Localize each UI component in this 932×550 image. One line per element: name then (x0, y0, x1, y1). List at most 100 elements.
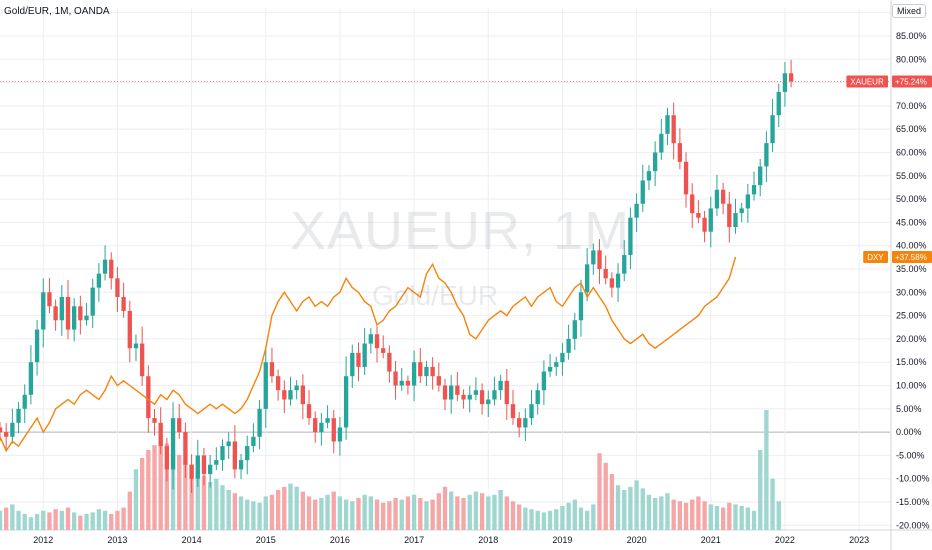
candle-body (665, 115, 670, 134)
candle-body (183, 432, 188, 465)
candle-body (578, 292, 584, 321)
volume-bar (492, 494, 497, 530)
candle-body (238, 460, 244, 470)
candle-body (269, 362, 275, 377)
volume-bar (319, 498, 324, 530)
volume-bar (659, 496, 664, 530)
price-badge-dxy: DXY +37.58% (863, 250, 932, 263)
volume-bar (683, 502, 689, 530)
volume-bar (486, 496, 491, 530)
x-tick-label: 2013 (107, 535, 127, 545)
volume-bar (269, 494, 275, 530)
candle-body (251, 436, 256, 447)
price-badge-xaueur: XAUEUR +75.24% (846, 75, 932, 88)
candle-body (78, 306, 83, 321)
candle-body (152, 418, 157, 423)
candle-body (220, 446, 225, 461)
candle-body (659, 133, 664, 153)
candle-body (177, 418, 182, 433)
candle-body (65, 296, 71, 330)
volume-bar (22, 514, 27, 530)
candle-body (486, 399, 491, 405)
candle-body (133, 343, 139, 349)
candle-body (758, 166, 763, 186)
badge-value: +37.58% (895, 253, 927, 262)
volume-bar (517, 504, 522, 530)
candle-body (275, 376, 281, 391)
candle-body (47, 292, 52, 307)
candle-body (739, 208, 744, 214)
x-tick-label: 2019 (552, 535, 572, 545)
volume-bar (306, 496, 312, 530)
volume-bar (405, 496, 411, 530)
volume-bar (510, 501, 516, 530)
candle-body (523, 418, 528, 428)
candle-body (4, 432, 9, 437)
candle-body (300, 385, 306, 405)
watermark-description: Gold/EUR (372, 280, 499, 311)
volume-bar (696, 496, 701, 530)
y-tick-label: 15.00% (896, 357, 927, 367)
volume-bar (90, 512, 95, 530)
y-tick-label: 10.00% (896, 381, 927, 391)
candle-body (139, 343, 145, 377)
candle-body (455, 385, 460, 395)
scale-mode-button[interactable]: Mixed (891, 4, 926, 18)
dxy-line (0, 256, 737, 453)
candle-body (566, 338, 571, 353)
candle-body (572, 320, 577, 339)
watermark-symbol: XAUEUR, 1M (290, 201, 631, 261)
candle-body (170, 418, 176, 470)
y-tick-label: -5.00% (896, 450, 925, 460)
volume-bar (170, 450, 176, 530)
volume-bar (0, 510, 3, 530)
candle-body (424, 366, 429, 377)
x-tick-label: 2012 (33, 535, 53, 545)
volume-bar (220, 485, 225, 530)
candle-body (782, 73, 788, 92)
candle-body (510, 404, 516, 419)
candle-body (696, 213, 701, 218)
volume-bar (442, 486, 448, 530)
badge-value-box (892, 250, 932, 263)
chart-title[interactable]: Gold/EUR, 1M, OANDA (4, 6, 110, 17)
candle-body (405, 380, 411, 386)
y-tick-label: 45.00% (896, 217, 927, 227)
volume-bar (597, 453, 602, 530)
volume-bar (467, 494, 472, 530)
volume-bar (671, 499, 676, 530)
volume-bar (325, 494, 330, 530)
volume-bar (177, 454, 182, 530)
volume-bar (572, 499, 577, 530)
volume-bar (251, 501, 256, 530)
candle-body (733, 213, 738, 228)
candle-body (628, 217, 633, 256)
volume-bar (399, 499, 404, 530)
candle-body (232, 441, 238, 470)
candle-body (554, 362, 559, 367)
volume-bar (776, 501, 781, 530)
candle-body (90, 287, 95, 316)
volume-bar (201, 475, 207, 530)
candle-body (411, 362, 417, 386)
y-tick-label: 60.00% (896, 147, 927, 157)
volume-bar (764, 410, 769, 530)
volume-bar (195, 470, 200, 530)
volume-bar (10, 504, 15, 530)
volume-bar (158, 440, 163, 530)
volume-bar (59, 510, 64, 530)
volume-bar (733, 504, 738, 530)
volume-bar (350, 501, 355, 530)
volume-bar (745, 507, 751, 530)
volume-bar (646, 494, 652, 530)
volume-bar (479, 493, 485, 530)
candle-body (84, 315, 89, 321)
volume-bar (727, 502, 732, 530)
candle-body (189, 464, 194, 479)
candle-body (442, 385, 448, 400)
candle-body (207, 464, 213, 475)
candle-body (770, 115, 775, 144)
candle-body (720, 189, 726, 204)
x-tick-label: 2016 (330, 535, 350, 545)
